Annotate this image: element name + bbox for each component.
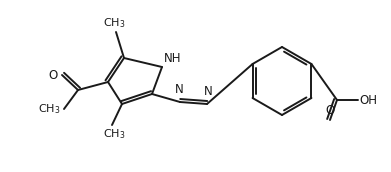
Text: N: N <box>204 85 212 98</box>
Text: N: N <box>175 83 183 96</box>
Text: CH$_3$: CH$_3$ <box>38 102 60 116</box>
Text: O: O <box>325 104 335 117</box>
Text: NH: NH <box>164 52 181 65</box>
Text: OH: OH <box>359 94 377 106</box>
Text: CH$_3$: CH$_3$ <box>103 16 125 30</box>
Text: O: O <box>49 68 58 82</box>
Text: CH$_3$: CH$_3$ <box>103 127 125 141</box>
